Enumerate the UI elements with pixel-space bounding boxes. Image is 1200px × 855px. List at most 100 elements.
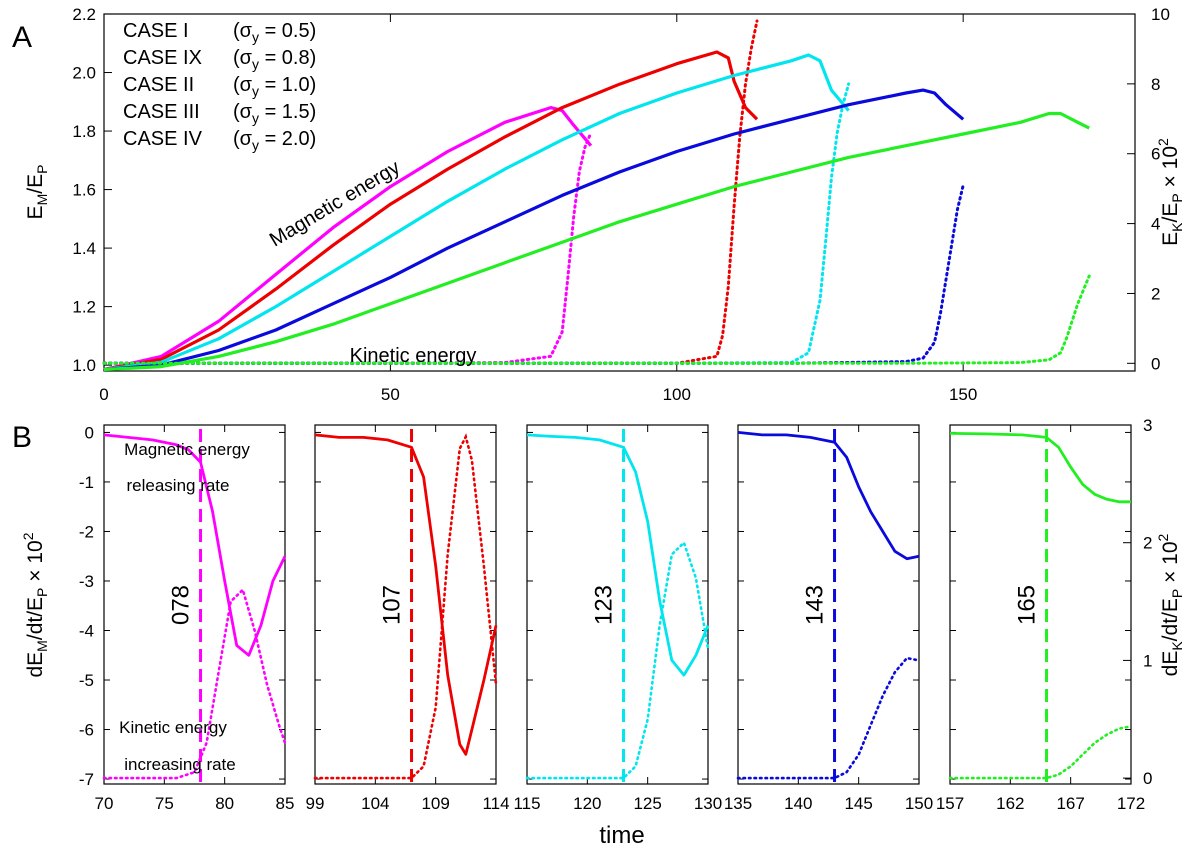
legend-case-1: CASE IX bbox=[123, 47, 202, 69]
legend-sigma-1: (σy = 0.8) bbox=[233, 47, 316, 72]
magnetic-line-2 bbox=[103, 53, 850, 372]
y2-axis-label-b-main: dE bbox=[1159, 651, 1182, 677]
magnetic-line-4 bbox=[103, 111, 1090, 372]
x-tick-label-a: 0 bbox=[99, 385, 108, 404]
y2-tick-label-b: 3 bbox=[1143, 416, 1152, 435]
annotation-mag-rate-2: releasing rate bbox=[126, 476, 229, 495]
kinetic-line-2 bbox=[102, 82, 851, 365]
y-tick-label-b: -7 bbox=[79, 770, 94, 789]
kinetic-line-1 bbox=[102, 19, 759, 365]
legend-case-3: CASE III bbox=[123, 101, 200, 123]
y-tick-label-a: 2.0 bbox=[72, 64, 96, 83]
x-tick-label-b: 162 bbox=[996, 794, 1024, 813]
y-axis-label-b-tail: × 10 bbox=[24, 540, 47, 587]
mag-rate-line-1 bbox=[314, 433, 498, 756]
kin-rate-line-0 bbox=[102, 587, 287, 780]
subplot-frame-4 bbox=[949, 424, 1132, 785]
y2-axis-label-b-rest: /dt/E bbox=[1159, 598, 1182, 641]
x-tick-label-a: 50 bbox=[381, 385, 400, 404]
y-tick-label-a: 1.0 bbox=[72, 356, 96, 375]
y2-axis-label-b-tail: × 10 bbox=[1159, 541, 1182, 588]
annotation-magnetic: Magnetic energy bbox=[266, 156, 404, 251]
legend-case-4: CASE IV bbox=[123, 128, 203, 150]
y-axis-label-a: EM/EP bbox=[24, 165, 50, 220]
y2-axis-label-b-sub2: P bbox=[1169, 589, 1185, 598]
mag-rate-line-4 bbox=[949, 432, 1131, 504]
mag-rate-line-3 bbox=[737, 431, 920, 561]
x-tick-label-b: 115 bbox=[513, 794, 540, 813]
y2-axis-label-a-sub: K bbox=[1169, 222, 1185, 232]
legend-sigma-sub: y bbox=[252, 137, 259, 153]
legend-sigma-open: (σ bbox=[233, 47, 253, 69]
x-tick-label-b: 130 bbox=[694, 794, 722, 813]
y-axis-label-a-main: E bbox=[24, 205, 47, 219]
plot-frame-a bbox=[103, 13, 1136, 372]
y2-tick-label-b: 2 bbox=[1143, 534, 1152, 553]
legend-sigma-val: = 1.0) bbox=[259, 74, 316, 96]
x-tick-label-b: 140 bbox=[784, 794, 812, 813]
y-axis-label-b-main: dE bbox=[24, 652, 47, 678]
legend-sigma-sub: y bbox=[252, 83, 259, 99]
x-tick-label-b: 80 bbox=[215, 794, 234, 813]
magnetic-line-0 bbox=[103, 106, 593, 372]
x-tick-label-b: 125 bbox=[633, 794, 661, 813]
y2-tick-label-a: 2 bbox=[1151, 284, 1160, 303]
x-tick-label-b: 114 bbox=[482, 794, 509, 813]
y-axis-label-a-sub2: P bbox=[34, 165, 50, 174]
annotation-kin-rate-1: Kinetic energy bbox=[119, 718, 227, 737]
subplot-frame-3 bbox=[737, 424, 920, 785]
y-tick-label-a: 1.2 bbox=[72, 298, 96, 317]
x-tick-label-b: 109 bbox=[421, 794, 449, 813]
legend-sigma-open: (σ bbox=[233, 128, 253, 150]
y2-tick-label-a: 4 bbox=[1151, 215, 1160, 234]
onset-label-4: 165 bbox=[1014, 585, 1041, 625]
legend-sigma-open: (σ bbox=[233, 101, 253, 123]
annotation-kin-rate-2: increasing rate bbox=[124, 755, 236, 774]
y-axis-label-b-sub2: P bbox=[34, 588, 50, 597]
x-tick-label-b: 104 bbox=[361, 794, 389, 813]
mag-rate-line-2 bbox=[526, 433, 710, 677]
x-tick-label-b: 99 bbox=[306, 794, 325, 813]
subplot-frame-2 bbox=[526, 424, 709, 785]
y-tick-label-a: 1.4 bbox=[72, 239, 96, 258]
panel-label-b: B bbox=[12, 421, 32, 454]
legend-case-2: CASE II bbox=[123, 74, 194, 96]
y2-tick-label-a: 8 bbox=[1151, 75, 1160, 94]
x-axis-label-b: time bbox=[599, 822, 644, 849]
legend-sigma-val: = 0.8) bbox=[259, 47, 316, 69]
y2-axis-label-b-sup: 2 bbox=[1155, 533, 1171, 541]
x-tick-label-b: 75 bbox=[155, 794, 174, 813]
annotation-mag-rate-1: Magnetic energy bbox=[124, 440, 250, 459]
y2-tick-label-a: 6 bbox=[1151, 145, 1160, 164]
onset-label-1: 107 bbox=[379, 585, 406, 625]
legend-sigma-3: (σy = 1.5) bbox=[233, 101, 316, 126]
x-tick-label-a: 100 bbox=[663, 385, 691, 404]
legend-sigma-sub: y bbox=[252, 29, 259, 45]
x-tick-label-a: 150 bbox=[949, 385, 977, 404]
y2-axis-label-a-tail: × 10 bbox=[1159, 146, 1182, 193]
y-tick-label-b: 0 bbox=[85, 423, 94, 442]
onset-label-0: 078 bbox=[168, 585, 195, 625]
annotation-kinetic: Kinetic energy bbox=[350, 345, 477, 367]
x-tick-label-b: 167 bbox=[1056, 794, 1084, 813]
legend-sigma-0: (σy = 0.5) bbox=[233, 20, 316, 45]
mag-rate-line-0 bbox=[103, 433, 287, 657]
y2-axis-label-b: dEK/dt/EP × 102 bbox=[1155, 533, 1185, 676]
y2-axis-label-b-sub: K bbox=[1169, 641, 1185, 651]
x-tick-label-b: 135 bbox=[724, 794, 752, 813]
legend-sigma-2: (σy = 1.0) bbox=[233, 74, 316, 99]
magnetic-line-3 bbox=[103, 88, 965, 372]
x-tick-label-b: 172 bbox=[1117, 794, 1145, 813]
onset-label-3: 143 bbox=[802, 585, 829, 625]
y-tick-label-b: -5 bbox=[79, 671, 94, 690]
y-tick-label-b: -4 bbox=[79, 621, 94, 640]
y-axis-label-a-rest: /E bbox=[24, 174, 47, 194]
x-tick-label-b: 157 bbox=[936, 794, 964, 813]
x-tick-label-b: 120 bbox=[573, 794, 601, 813]
y2-tick-label-b: 0 bbox=[1143, 769, 1152, 788]
y-tick-label-b: -3 bbox=[79, 572, 94, 591]
panel-label-a: A bbox=[12, 21, 32, 54]
x-tick-label-b: 70 bbox=[95, 794, 114, 813]
